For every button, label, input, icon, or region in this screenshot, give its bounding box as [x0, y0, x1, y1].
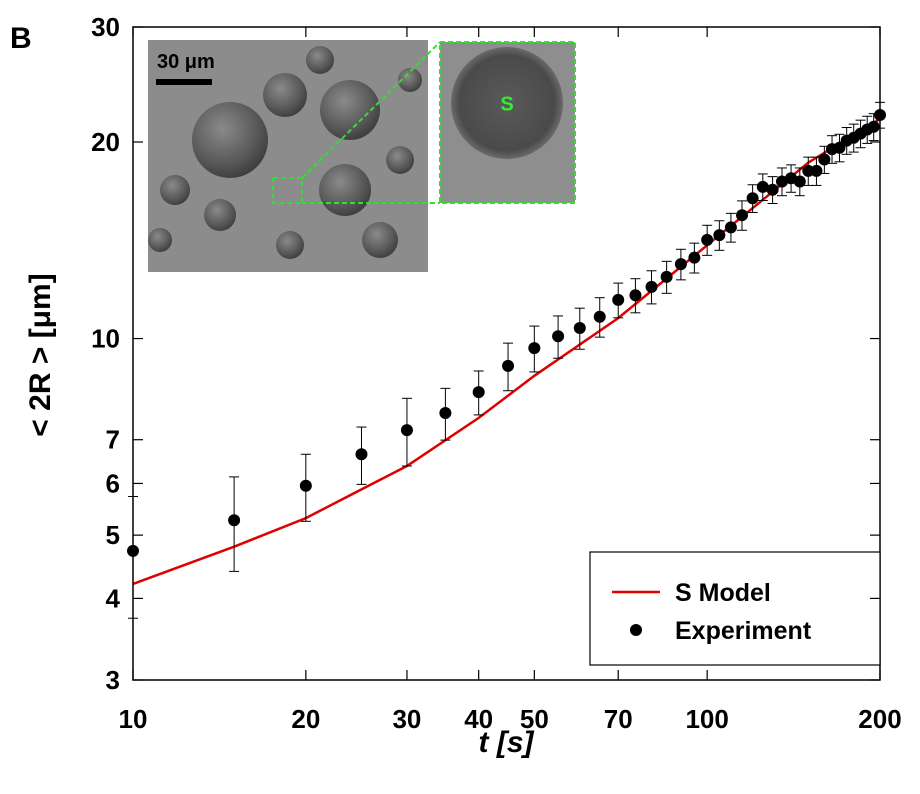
sphere — [320, 80, 380, 140]
droplet — [451, 47, 563, 159]
y-tick-label: 7 — [106, 425, 120, 455]
sphere — [306, 46, 334, 74]
scale-label: 30 μm — [157, 51, 215, 73]
data-point — [612, 293, 625, 306]
sphere — [276, 231, 304, 259]
sphere — [204, 199, 236, 231]
data-point — [736, 209, 749, 222]
data-point — [810, 164, 823, 177]
data-point — [867, 120, 880, 133]
data-point — [127, 544, 139, 557]
data-point — [593, 310, 606, 323]
sphere — [192, 102, 268, 178]
data-point — [552, 330, 565, 343]
data-point — [472, 386, 485, 399]
y-tick-label: 20 — [91, 127, 120, 157]
zoom-line — [301, 41, 441, 179]
legend-label: Experiment — [675, 617, 812, 645]
droplet-label: S — [500, 93, 513, 115]
x-tick-label: 10 — [119, 704, 148, 734]
data-point — [674, 258, 687, 271]
data-point — [355, 448, 368, 461]
sphere — [362, 222, 398, 258]
x-tick-label: 100 — [685, 704, 728, 734]
x-tick-label: 200 — [858, 704, 901, 734]
zoom-box — [272, 177, 303, 204]
legend: S Model Experiment — [589, 551, 881, 666]
data-point — [645, 280, 658, 293]
x-tick-label: 30 — [392, 704, 421, 734]
y-axis-label: < 2R > [μm] — [24, 273, 57, 436]
data-point — [629, 289, 642, 302]
y-tick-label: 6 — [106, 468, 120, 498]
error-bar — [128, 495, 138, 619]
data-point — [502, 359, 515, 372]
model-line — [132, 117, 881, 586]
x-tick-label: 20 — [291, 704, 320, 734]
data-point — [793, 175, 806, 188]
data-point — [528, 342, 541, 355]
sphere — [398, 68, 422, 92]
data-point — [660, 270, 673, 283]
data-point — [775, 175, 788, 188]
data-point — [756, 180, 769, 193]
data-point — [766, 183, 779, 196]
x-axis-label: t [s] — [479, 726, 535, 759]
x-tick-label: 50 — [520, 704, 549, 734]
data-point — [573, 321, 586, 334]
legend-swatch — [630, 624, 642, 636]
legend-box — [589, 551, 881, 666]
y-tick-label: 5 — [106, 520, 120, 550]
sphere — [263, 73, 307, 117]
sphere — [319, 164, 371, 216]
inset: 30 μm S — [148, 40, 576, 272]
data-point — [724, 221, 737, 234]
data-point — [701, 233, 714, 246]
y-tick-label: 30 — [91, 12, 120, 42]
data-point — [439, 407, 452, 420]
y-tick-label: 10 — [91, 324, 120, 354]
y-tick-label: 3 — [106, 665, 120, 695]
sphere — [386, 146, 414, 174]
data-point — [400, 424, 413, 437]
plot-frame — [132, 26, 881, 681]
panel-label: B — [10, 22, 32, 55]
y-tick-label: 4 — [106, 583, 121, 613]
legend-label: S Model — [675, 579, 771, 607]
data-point — [713, 229, 726, 242]
x-tick-label: 40 — [464, 704, 493, 734]
data-point — [688, 251, 701, 264]
sphere — [148, 228, 172, 252]
sphere — [160, 175, 190, 205]
data-point — [299, 479, 312, 492]
x-tick-label: 70 — [604, 704, 633, 734]
data-point — [874, 108, 886, 121]
data-point — [228, 514, 241, 527]
data-point — [746, 192, 759, 205]
data-point — [818, 153, 831, 166]
